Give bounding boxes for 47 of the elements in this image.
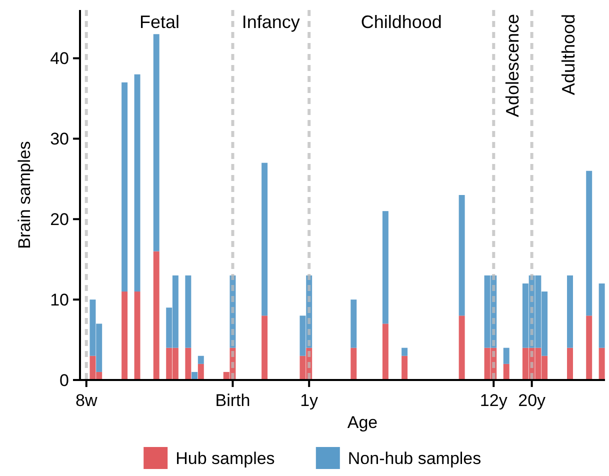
bar xyxy=(402,348,408,356)
bar xyxy=(598,283,605,348)
x-tick-label: Birth xyxy=(215,391,250,410)
bar xyxy=(586,316,592,380)
bar xyxy=(262,316,268,380)
bar xyxy=(382,211,388,324)
x-tick-label: 8w xyxy=(75,391,98,410)
bar xyxy=(350,348,357,380)
bar xyxy=(382,324,388,380)
bar xyxy=(567,275,573,348)
bar xyxy=(153,34,160,252)
ref-line-label: Adolescence xyxy=(502,14,523,118)
y-tick-label: 10 xyxy=(50,290,69,310)
bar xyxy=(458,316,465,380)
ref-line-label: Adulthood xyxy=(558,14,578,96)
ref-line-label: Childhood xyxy=(360,12,442,32)
bar xyxy=(586,170,592,316)
y-tick-label: 40 xyxy=(50,49,69,68)
bar xyxy=(134,292,140,380)
y-tick-label: 0 xyxy=(60,370,69,390)
bar xyxy=(503,364,510,380)
bar xyxy=(134,74,140,292)
bar xyxy=(185,348,192,380)
bar xyxy=(402,356,408,380)
bar xyxy=(185,275,192,348)
bar xyxy=(122,82,128,292)
bar xyxy=(350,300,357,348)
bar xyxy=(198,356,204,364)
x-axis-title: Age xyxy=(347,413,378,432)
bar xyxy=(458,195,465,316)
bar xyxy=(598,348,605,380)
bar xyxy=(153,251,160,380)
bar xyxy=(198,364,204,380)
y-axis-title: Brain samples xyxy=(15,141,34,249)
bar xyxy=(122,292,128,380)
y-tick-label: 30 xyxy=(50,130,69,149)
bar xyxy=(262,162,268,316)
y-tick-label: 20 xyxy=(50,210,69,230)
legend-label: Hub samples xyxy=(176,448,275,468)
bar xyxy=(503,348,510,364)
x-tick-label: 12y xyxy=(480,391,508,410)
ref-line-label: Fetal xyxy=(140,12,180,32)
x-tick-label: 1y xyxy=(300,391,319,410)
legend-label: Non-hub samples xyxy=(348,448,482,468)
bar xyxy=(567,348,573,380)
ref-line-label: Infancy xyxy=(242,12,300,32)
x-tick-label: 20y xyxy=(518,391,546,410)
